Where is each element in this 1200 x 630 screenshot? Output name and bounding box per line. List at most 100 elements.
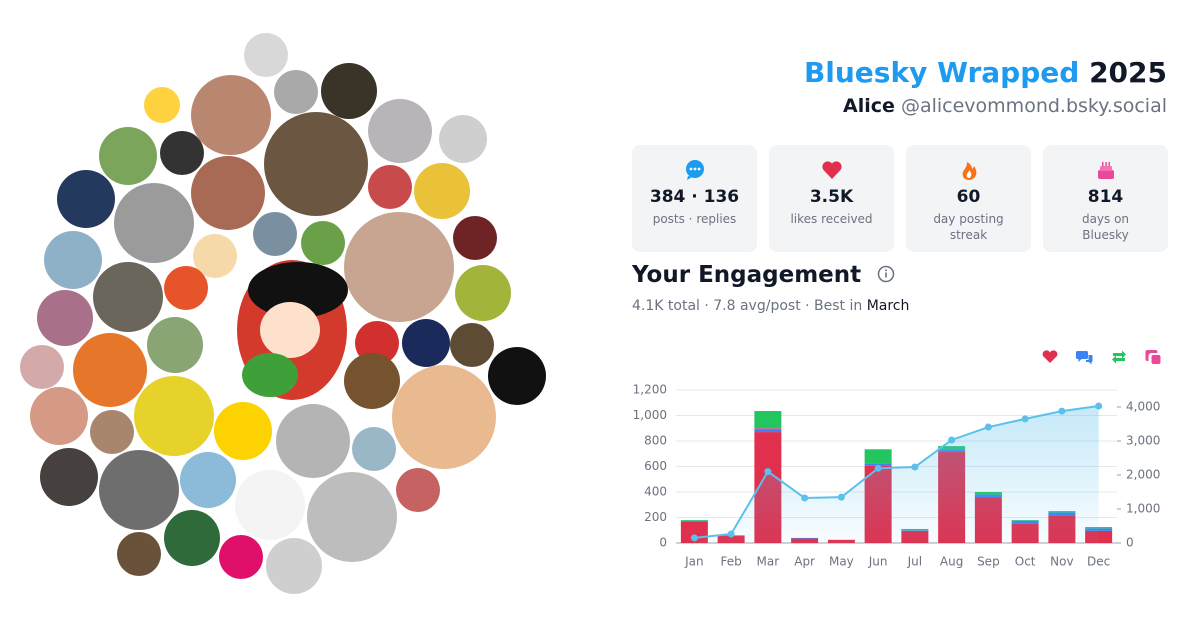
avatar[interactable] (44, 231, 102, 289)
y-tick-label: 600 (644, 459, 667, 473)
avatar[interactable] (344, 353, 400, 409)
avatar[interactable] (90, 410, 134, 454)
avatar[interactable] (344, 212, 454, 322)
y-tick-label: 1,000 (633, 408, 667, 422)
y2-tick-label: 2,000 (1126, 468, 1160, 482)
avatar[interactable] (117, 532, 161, 576)
x-tick-label: Nov (1050, 555, 1073, 569)
avatar[interactable] (147, 317, 203, 373)
avatar[interactable] (307, 472, 397, 562)
legend-glyph (1145, 350, 1161, 364)
legend-icon[interactable] (1042, 350, 1058, 363)
x-tick-label: Oct (1015, 555, 1036, 569)
stat-card: 3.5K likes received (769, 145, 894, 252)
bar-segment (680, 520, 708, 521)
stat-icon (685, 160, 704, 180)
y-tick-label: 0 (659, 536, 667, 550)
bar-segment (680, 520, 708, 522)
avatar[interactable] (450, 323, 494, 367)
avatar[interactable] (164, 510, 220, 566)
avatar[interactable] (30, 387, 88, 445)
avatar[interactable] (93, 262, 163, 332)
y2-tick-label: 0 (1126, 536, 1134, 550)
avatar[interactable] (160, 131, 204, 175)
y-tick-label: 400 (644, 485, 667, 499)
avatar[interactable] (73, 333, 147, 407)
avatar[interactable] (191, 156, 265, 230)
line-point (1058, 407, 1066, 415)
avatar-character-hat (248, 262, 348, 318)
avatar[interactable] (453, 216, 497, 260)
avatar[interactable] (392, 365, 496, 469)
avatar[interactable] (439, 115, 487, 163)
avatar[interactable] (321, 63, 377, 119)
stat-icon (1097, 162, 1114, 179)
x-tick-label: Jun (868, 555, 888, 569)
info-icon[interactable] (877, 265, 895, 283)
avatar[interactable] (191, 75, 271, 155)
avatar[interactable] (274, 70, 318, 114)
stat-icon (821, 161, 842, 179)
avatar[interactable] (276, 404, 350, 478)
avatar[interactable] (414, 163, 470, 219)
stat-card: 814 days on Bluesky (1043, 145, 1168, 252)
avatar[interactable] (180, 452, 236, 508)
avatar[interactable] (402, 319, 450, 367)
legend-icon[interactable] (1112, 350, 1126, 364)
line-point (948, 436, 956, 444)
avatar[interactable] (134, 376, 214, 456)
avatar[interactable] (396, 468, 440, 512)
x-tick-label: Feb (721, 555, 742, 569)
avatar[interactable] (214, 402, 272, 460)
line-point (1021, 415, 1029, 423)
x-tick-label: Aug (940, 555, 963, 569)
avatar[interactable] (57, 170, 115, 228)
avatar[interactable] (99, 127, 157, 185)
avatar[interactable] (455, 265, 511, 321)
stat-label: likes received (790, 212, 873, 226)
x-tick-label: Jan (684, 555, 704, 569)
line-point (837, 493, 845, 501)
avatar[interactable] (368, 99, 432, 163)
user: Alice @alicevommond.bsky.social (843, 95, 1167, 117)
avatar[interactable] (244, 33, 288, 77)
avatar[interactable] (301, 221, 345, 265)
stat-value: 814 (1087, 187, 1124, 207)
user-handle: @alicevommond.bsky.social (900, 95, 1167, 117)
avatar[interactable] (193, 234, 237, 278)
avatar[interactable] (114, 183, 194, 263)
avatar[interactable] (219, 535, 263, 579)
brand: Bluesky Wrapped (803, 56, 1080, 89)
avatar[interactable] (266, 538, 322, 594)
avatar-character-face (260, 302, 320, 358)
y-tick-label: 1,200 (633, 383, 667, 397)
avatar[interactable] (368, 165, 412, 209)
legend-glyph (1076, 351, 1093, 365)
section-title: Your Engagement (632, 262, 895, 288)
legend-icon[interactable] (1145, 350, 1161, 364)
avatar[interactable] (37, 290, 93, 346)
avatar[interactable] (253, 212, 297, 256)
avatar[interactable] (99, 450, 179, 530)
line-point (727, 530, 735, 538)
y-tick-label: 200 (644, 510, 667, 524)
bar-segment (754, 411, 782, 429)
bar-segment (754, 429, 782, 433)
legend-icon[interactable] (1076, 351, 1093, 365)
avatar[interactable] (40, 448, 98, 506)
avatar[interactable] (352, 427, 396, 471)
avatar[interactable] (488, 347, 546, 405)
stat-label: posts · replies (652, 212, 737, 226)
legend-glyph (1112, 350, 1126, 364)
avatar[interactable] (235, 470, 305, 540)
x-tick-label: Dec (1087, 555, 1110, 569)
section-title-text: Your Engagement (632, 262, 862, 288)
avatar[interactable] (264, 112, 368, 216)
line-point (690, 534, 698, 542)
avatar[interactable] (164, 266, 208, 310)
avatar[interactable] (144, 87, 180, 123)
stat-value: 384 · 136 (649, 187, 740, 207)
line-point (801, 494, 809, 502)
avatar[interactable] (20, 345, 64, 389)
x-tick-label: Sep (977, 555, 1000, 569)
